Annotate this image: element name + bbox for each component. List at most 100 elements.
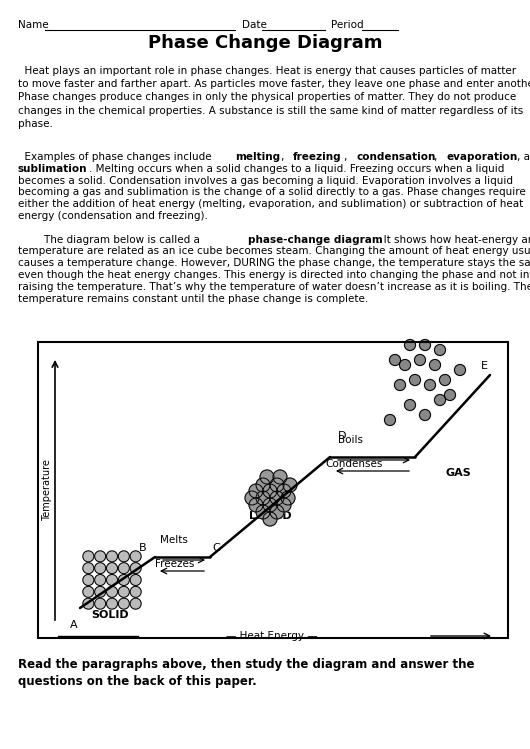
Circle shape bbox=[263, 512, 277, 526]
Circle shape bbox=[445, 389, 455, 401]
Text: Heat plays an important role in phase changes. Heat is energy that causes partic: Heat plays an important role in phase ch… bbox=[18, 66, 530, 129]
Circle shape bbox=[118, 551, 129, 562]
Circle shape bbox=[420, 339, 430, 351]
Text: E: E bbox=[481, 361, 488, 371]
Circle shape bbox=[404, 399, 416, 410]
Circle shape bbox=[130, 562, 141, 574]
Text: Temperature: Temperature bbox=[42, 459, 52, 521]
Circle shape bbox=[410, 374, 420, 386]
Text: sublimation: sublimation bbox=[18, 164, 87, 174]
Text: becomes a solid. Condensation involves a gas becoming a liquid. Evaporation invo: becomes a solid. Condensation involves a… bbox=[18, 175, 513, 186]
Text: becoming a gas and sublimation is the change of a solid directly to a gas. Phase: becoming a gas and sublimation is the ch… bbox=[18, 187, 526, 198]
Text: Phase Change Diagram: Phase Change Diagram bbox=[148, 34, 382, 52]
Circle shape bbox=[435, 345, 446, 356]
Circle shape bbox=[95, 586, 105, 597]
Circle shape bbox=[130, 574, 141, 586]
Circle shape bbox=[249, 498, 263, 512]
Circle shape bbox=[95, 562, 105, 574]
Text: ,: , bbox=[281, 152, 287, 162]
Circle shape bbox=[439, 374, 450, 386]
Circle shape bbox=[83, 598, 94, 609]
Circle shape bbox=[83, 574, 94, 586]
Circle shape bbox=[118, 574, 129, 586]
Circle shape bbox=[390, 354, 401, 366]
Circle shape bbox=[435, 395, 446, 405]
Circle shape bbox=[273, 470, 287, 484]
Text: either the addition of heat energy (melting, evaporation, and sublimation) or su: either the addition of heat energy (melt… bbox=[18, 199, 523, 209]
Text: Read the paragraphs above, then study the diagram and answer the
questions on th: Read the paragraphs above, then study th… bbox=[18, 658, 474, 688]
Circle shape bbox=[130, 598, 141, 609]
Circle shape bbox=[256, 478, 270, 492]
Circle shape bbox=[277, 484, 291, 498]
Circle shape bbox=[249, 484, 263, 498]
Text: energy (condensation and freezing).: energy (condensation and freezing). bbox=[18, 211, 208, 221]
Text: melting: melting bbox=[235, 152, 280, 162]
Circle shape bbox=[107, 598, 118, 609]
Circle shape bbox=[118, 562, 129, 574]
Text: , and: , and bbox=[517, 152, 530, 162]
Circle shape bbox=[95, 551, 105, 562]
Text: Boils: Boils bbox=[338, 435, 363, 445]
Text: Examples of phase changes include: Examples of phase changes include bbox=[18, 152, 215, 162]
Text: C: C bbox=[212, 543, 220, 553]
Circle shape bbox=[414, 354, 426, 366]
Bar bbox=[38, 342, 508, 638]
Circle shape bbox=[263, 484, 277, 498]
Text: causes a temperature change. However, DURING the phase change, the temperature s: causes a temperature change. However, DU… bbox=[18, 258, 530, 268]
Text: ,: , bbox=[434, 152, 440, 162]
Text: freezing: freezing bbox=[293, 152, 341, 162]
Circle shape bbox=[130, 586, 141, 597]
Text: phase-change diagram: phase-change diagram bbox=[248, 234, 382, 245]
Text: Period: Period bbox=[331, 20, 364, 30]
Circle shape bbox=[270, 491, 284, 505]
Circle shape bbox=[404, 339, 416, 351]
Text: condensation: condensation bbox=[357, 152, 436, 162]
Circle shape bbox=[83, 551, 94, 562]
Circle shape bbox=[283, 478, 297, 492]
Circle shape bbox=[270, 505, 284, 519]
Circle shape bbox=[256, 505, 270, 519]
Text: D: D bbox=[338, 431, 347, 441]
Text: . Melting occurs when a solid changes to a liquid. Freezing occurs when a liquid: . Melting occurs when a solid changes to… bbox=[89, 164, 505, 174]
Circle shape bbox=[118, 586, 129, 597]
Text: Condenses: Condenses bbox=[325, 459, 382, 469]
Text: — Heat Energy —: — Heat Energy — bbox=[226, 631, 318, 641]
Circle shape bbox=[107, 562, 118, 574]
Text: GAS: GAS bbox=[445, 468, 471, 478]
Circle shape bbox=[420, 410, 430, 420]
Text: Name: Name bbox=[18, 20, 49, 30]
Circle shape bbox=[95, 598, 105, 609]
Circle shape bbox=[394, 380, 405, 390]
Circle shape bbox=[256, 491, 270, 505]
Circle shape bbox=[425, 380, 436, 390]
Text: LIQUID: LIQUID bbox=[249, 510, 292, 520]
Circle shape bbox=[260, 470, 274, 484]
Circle shape bbox=[270, 478, 284, 492]
Circle shape bbox=[118, 598, 129, 609]
Circle shape bbox=[455, 365, 465, 375]
Text: . It shows how heat-energy and: . It shows how heat-energy and bbox=[377, 234, 530, 245]
Circle shape bbox=[429, 360, 440, 371]
Circle shape bbox=[107, 586, 118, 597]
Circle shape bbox=[95, 574, 105, 586]
Text: raising the temperature. That’s why the temperature of water doesn’t increase as: raising the temperature. That’s why the … bbox=[18, 282, 530, 292]
Text: evaporation: evaporation bbox=[446, 152, 517, 162]
Circle shape bbox=[130, 551, 141, 562]
Circle shape bbox=[384, 414, 395, 425]
Text: SOLID: SOLID bbox=[91, 610, 129, 620]
Text: temperature are related as an ice cube becomes steam. Changing the amount of hea: temperature are related as an ice cube b… bbox=[18, 246, 530, 256]
Circle shape bbox=[107, 551, 118, 562]
Circle shape bbox=[107, 574, 118, 586]
Circle shape bbox=[83, 562, 94, 574]
Text: Date: Date bbox=[242, 20, 267, 30]
Text: B: B bbox=[139, 543, 147, 553]
Circle shape bbox=[245, 491, 259, 505]
Circle shape bbox=[277, 498, 291, 512]
Text: Freezes: Freezes bbox=[155, 559, 195, 569]
Text: Melts: Melts bbox=[160, 535, 188, 545]
Circle shape bbox=[281, 491, 295, 505]
Text: The diagram below is called a: The diagram below is called a bbox=[18, 234, 203, 245]
Text: A: A bbox=[70, 620, 78, 630]
Text: temperature remains constant until the phase change is complete.: temperature remains constant until the p… bbox=[18, 294, 368, 303]
Circle shape bbox=[263, 498, 277, 512]
